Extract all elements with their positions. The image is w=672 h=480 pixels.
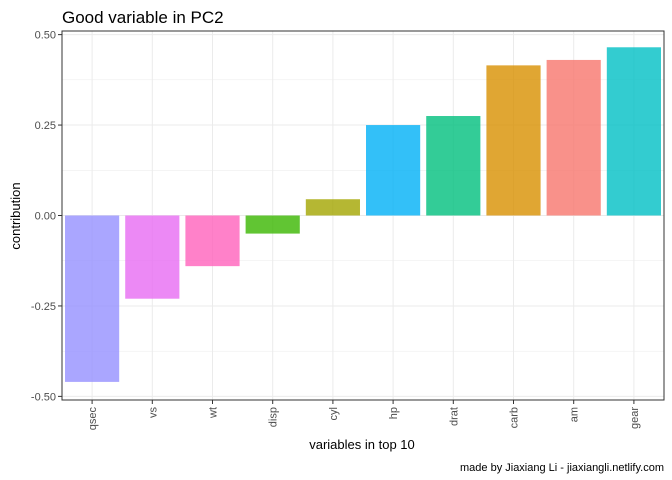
bar-drat [426, 116, 481, 216]
bar-wt [185, 215, 240, 267]
bar-cyl [305, 199, 360, 216]
x-axis-title: variables in top 10 [309, 437, 415, 452]
x-tick-label: carb [509, 407, 521, 428]
chart-caption: made by Jiaxiang Li - jiaxiangli.netlify… [460, 462, 664, 474]
x-tick-label: gear [629, 407, 641, 429]
y-axis-ticks: -0.50 -0.25 0.00 0.25 0.50 [31, 30, 62, 403]
bars [65, 47, 661, 382]
y-tick-label: -0.25 [31, 301, 56, 313]
x-tick-label: drat [448, 407, 460, 426]
x-tick-label: wt [208, 407, 220, 419]
x-tick-label: cyl [328, 407, 340, 420]
y-axis-title: contribution [8, 182, 23, 249]
x-tick-label: qsec [87, 407, 99, 431]
y-tick-label: 0.00 [35, 211, 56, 223]
bar-vs [125, 215, 180, 299]
bar-disp [245, 215, 300, 234]
x-tick-label: hp [388, 407, 400, 419]
x-axis-ticks: qsec vs wt disp cyl hp drat carb am gear [87, 400, 641, 430]
bar-am [546, 59, 601, 216]
x-tick-label: disp [268, 407, 280, 427]
x-tick-label: vs [147, 407, 159, 419]
y-tick-label: -0.50 [31, 391, 56, 403]
y-tick-label: 0.50 [35, 30, 56, 42]
x-tick-label: am [569, 407, 581, 422]
bar-qsec [65, 215, 120, 382]
bar-carb [486, 65, 541, 216]
y-tick-label: 0.25 [35, 120, 56, 132]
bar-hp [366, 125, 421, 216]
chart-title: Good variable in PC2 [62, 8, 224, 27]
bar-gear [606, 47, 661, 216]
